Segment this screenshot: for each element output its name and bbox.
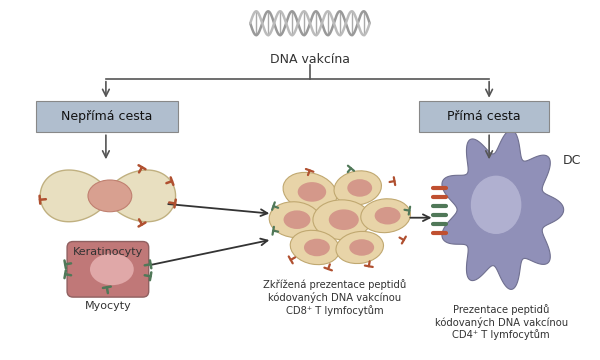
Polygon shape: [40, 170, 176, 222]
Ellipse shape: [90, 253, 134, 285]
FancyBboxPatch shape: [419, 100, 549, 132]
Ellipse shape: [88, 180, 132, 212]
Ellipse shape: [349, 239, 374, 256]
Ellipse shape: [283, 172, 337, 211]
Text: DC: DC: [563, 154, 581, 167]
Polygon shape: [442, 130, 563, 289]
Ellipse shape: [329, 210, 359, 230]
Text: Nepřímá cesta: Nepřímá cesta: [61, 110, 152, 123]
Ellipse shape: [284, 210, 310, 229]
Ellipse shape: [374, 207, 401, 225]
FancyBboxPatch shape: [67, 242, 149, 297]
Ellipse shape: [470, 175, 522, 235]
Text: Přímá cesta: Přímá cesta: [448, 110, 521, 123]
Ellipse shape: [347, 179, 372, 197]
Ellipse shape: [290, 230, 340, 265]
Ellipse shape: [304, 239, 330, 256]
Text: Zkřížená prezentace peptidů
kódovaných DNA vakcínou
CD8⁺ T lymfocytům: Zkřížená prezentace peptidů kódovaných D…: [263, 279, 406, 316]
Ellipse shape: [336, 231, 383, 264]
Ellipse shape: [269, 202, 321, 238]
Ellipse shape: [361, 199, 410, 233]
Text: Myocyty: Myocyty: [85, 301, 131, 311]
Ellipse shape: [334, 171, 382, 205]
Text: Keratinocyty: Keratinocyty: [73, 247, 143, 257]
FancyBboxPatch shape: [36, 100, 178, 132]
Text: DNA vakcína: DNA vakcína: [270, 53, 350, 66]
Ellipse shape: [298, 182, 326, 202]
Text: Prezentace peptidů
kódovaných DNA vakcínou
CD4⁺ T lymfocytům: Prezentace peptidů kódovaných DNA vakcín…: [434, 304, 568, 341]
Ellipse shape: [313, 200, 371, 239]
